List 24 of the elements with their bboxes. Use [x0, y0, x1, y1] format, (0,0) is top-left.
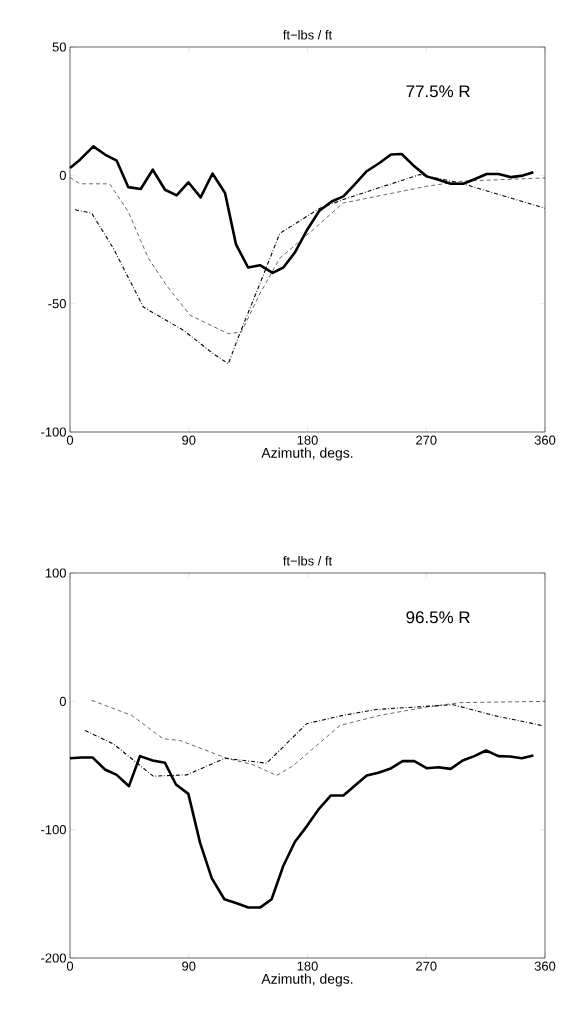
y-tick-label: 100 — [45, 568, 66, 578]
y-tick-label: 50 — [52, 42, 66, 52]
x-axis-title: Azimuth, degs. — [261, 973, 353, 987]
chart-title: ft−lbs / ft — [283, 556, 333, 566]
y-tick-label: 0 — [59, 170, 66, 180]
annotation: 77.5% R — [406, 85, 470, 98]
y-tick-label: -200 — [41, 953, 66, 963]
y-tick-label: 0 — [59, 696, 66, 706]
annotation: 96.5% R — [406, 611, 470, 624]
y-tick-label: -50 — [48, 299, 66, 309]
x-tick-label: 0 — [66, 435, 74, 445]
x-axis-title: Azimuth, degs. — [261, 447, 353, 461]
x-tick-label: 90 — [182, 961, 196, 971]
x-tick-label: 360 — [534, 961, 556, 971]
x-tick-label: 180 — [297, 435, 318, 445]
chart-title: ft−lbs / ft — [283, 30, 333, 40]
x-tick-label: 270 — [416, 435, 437, 445]
y-tick-label: -100 — [41, 825, 66, 835]
x-tick-label: 360 — [534, 435, 556, 445]
y-tick-label: -100 — [41, 427, 66, 437]
x-tick-label: 180 — [297, 961, 318, 971]
x-tick-label: 270 — [416, 961, 437, 971]
x-tick-label: 0 — [66, 961, 74, 971]
x-tick-label: 90 — [182, 435, 196, 445]
